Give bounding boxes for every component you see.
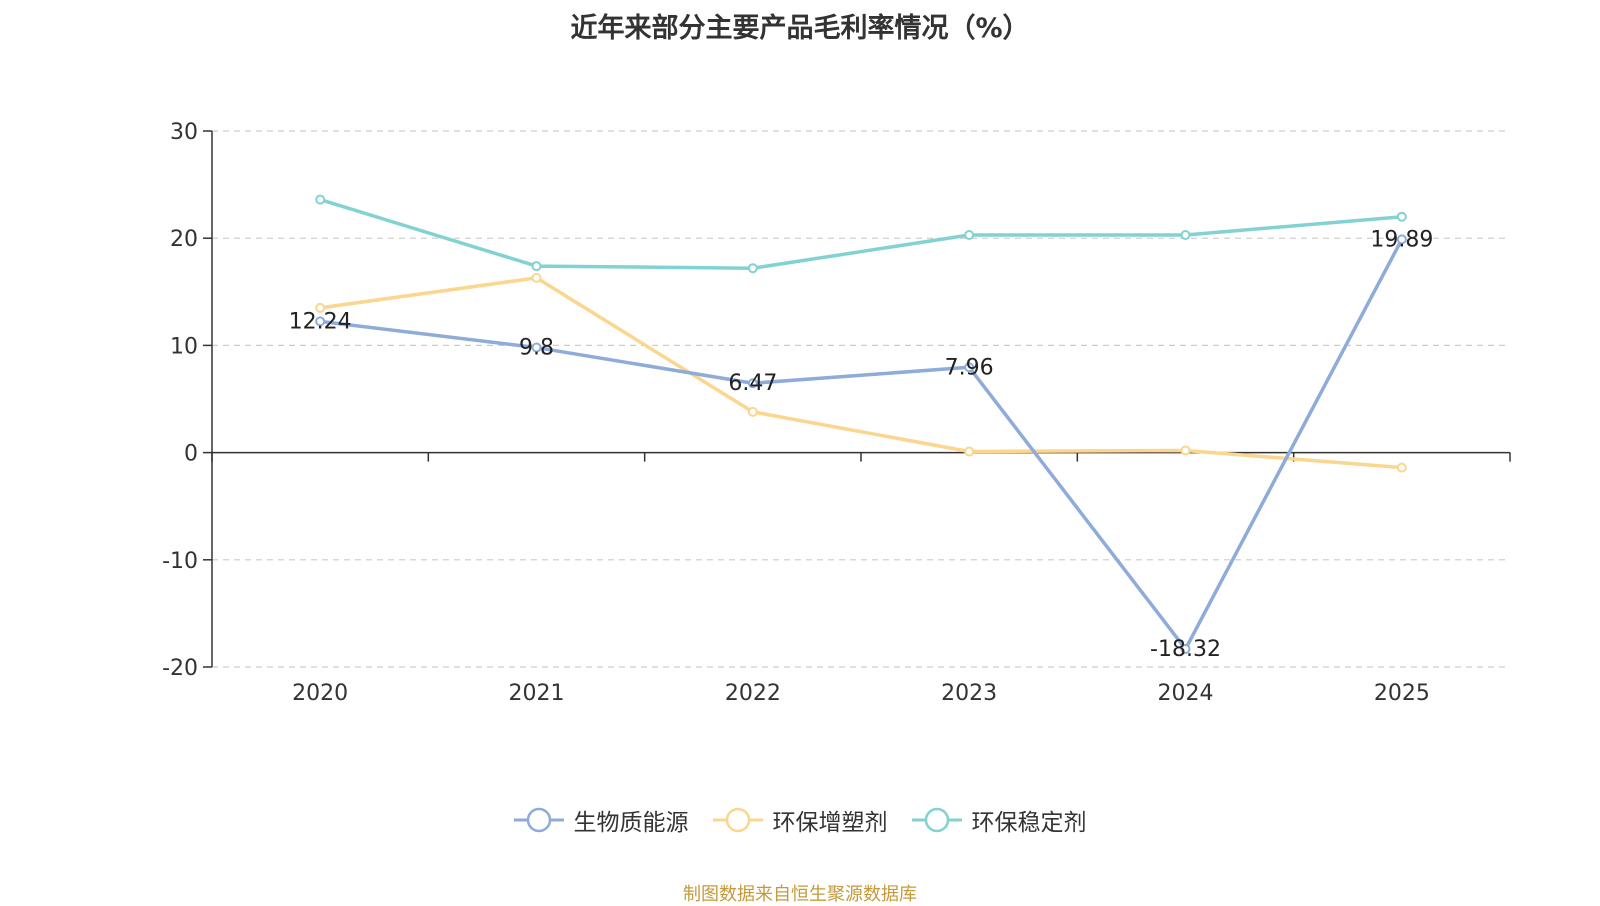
data-point bbox=[747, 263, 758, 274]
data-point bbox=[1180, 643, 1191, 654]
x-tick-label: 2025 bbox=[1374, 681, 1430, 706]
chart-title: 近年来部分主要产品毛利率情况（%） bbox=[570, 13, 1030, 44]
y-tick-label: 0 bbox=[184, 442, 198, 467]
legend-line-circle-icon bbox=[712, 807, 763, 833]
x-tick-label: 2024 bbox=[1158, 681, 1214, 706]
data-label: 19.89 bbox=[1370, 227, 1433, 252]
data-label: 9.8 bbox=[519, 336, 554, 361]
data-point bbox=[964, 229, 975, 240]
data-point bbox=[1396, 211, 1407, 222]
data-point bbox=[531, 261, 542, 272]
data-point bbox=[315, 194, 326, 205]
legend-line-circle-icon bbox=[513, 807, 564, 833]
data-label: 6.47 bbox=[728, 371, 777, 396]
data-point bbox=[1180, 445, 1191, 456]
data-label: -18.32 bbox=[1150, 637, 1221, 662]
x-tick-label: 2022 bbox=[725, 681, 781, 706]
data-point bbox=[1396, 234, 1407, 245]
y-tick-label: 30 bbox=[170, 120, 198, 145]
data-point bbox=[315, 302, 326, 313]
data-label: 12.24 bbox=[289, 309, 352, 334]
legend-label: 环保稳定剂 bbox=[971, 810, 1087, 836]
data-label: 7.96 bbox=[945, 355, 994, 380]
series-line-2 bbox=[319, 197, 1402, 270]
data-point bbox=[1396, 462, 1407, 473]
x-tick-label: 2021 bbox=[509, 681, 565, 706]
legend-line-circle-icon bbox=[911, 807, 962, 833]
data-point bbox=[531, 272, 542, 283]
y-tick-label: 10 bbox=[170, 334, 198, 359]
y-tick-label: -20 bbox=[162, 656, 198, 681]
series-line-0 bbox=[319, 238, 1404, 651]
x-tick-label: 2020 bbox=[292, 681, 348, 706]
data-point bbox=[531, 342, 542, 353]
legend-item-series-1[interactable]: 环保增塑剂 bbox=[712, 803, 888, 837]
legend-label: 生物质能源 bbox=[573, 810, 689, 836]
legend-item-series-0[interactable]: 生物质能源 bbox=[513, 803, 689, 837]
data-point bbox=[747, 378, 758, 389]
y-tick-label: -10 bbox=[162, 549, 198, 574]
data-point bbox=[315, 316, 326, 327]
data-point bbox=[964, 446, 975, 457]
legend-item-series-2[interactable]: 环保稳定剂 bbox=[911, 803, 1087, 837]
series-line-1 bbox=[319, 276, 1402, 470]
legend: 生物质能源 环保增塑剂 环保稳定剂 bbox=[0, 803, 1600, 837]
data-point bbox=[1180, 229, 1191, 240]
data-point bbox=[747, 406, 758, 417]
x-tick-label: 2023 bbox=[941, 681, 997, 706]
data-point bbox=[964, 362, 975, 373]
y-tick-label: 20 bbox=[170, 227, 198, 252]
legend-label: 环保增塑剂 bbox=[772, 810, 888, 836]
source-note: 制图数据来自恒生聚源数据库 bbox=[683, 884, 917, 905]
